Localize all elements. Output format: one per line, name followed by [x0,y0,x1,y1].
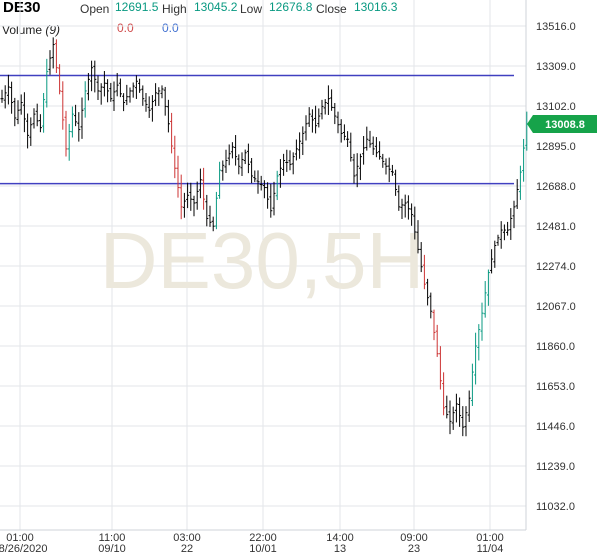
last-price-label: 13008.8 [545,119,585,131]
y-tick-label: 13102.0 [536,101,576,113]
x-tick-date: 08/26/2020 [0,543,48,555]
close-value: 13016.3 [354,0,398,14]
x-tick-time: 01:00 [6,532,34,544]
x-tick-time: 01:00 [476,532,504,544]
y-tick-label: 11446.0 [536,421,575,433]
y-tick-label: 13516.0 [536,21,576,33]
symbol-title: DE30 [3,0,41,16]
last-price-tag [527,115,597,134]
close-label: Close [316,2,347,16]
y-tick-label: 12274.0 [536,261,576,273]
y-tick-label: 11032.0 [536,501,575,513]
x-tick-time: 03:00 [173,532,201,544]
x-tick-date: 10/01 [249,543,277,555]
y-tick-label: 13309.0 [536,61,576,73]
volume-value-1: 0.0 [117,21,134,35]
x-tick-date: 22 [181,543,193,555]
x-tick-time: 22:00 [249,532,277,544]
y-tick-label: 12895.0 [536,141,576,153]
x-tick-date: 09/10 [98,543,126,555]
high-label: High [162,2,187,16]
y-tick-label: 12067.0 [536,301,576,313]
open-value: 12691.5 [115,0,159,14]
volume-value-2: 0.0 [162,21,179,35]
y-tick-label: 11860.0 [536,341,575,353]
x-tick-date: 23 [408,543,420,555]
y-tick-label: 11653.0 [536,381,575,393]
open-label: Open [80,2,110,16]
y-tick-label: 12688.0 [536,181,576,193]
high-value: 13045.2 [194,0,238,14]
y-tick-label: 11239.0 [536,461,575,473]
low-label: Low [240,2,263,16]
low-value: 12676.8 [269,0,313,14]
x-tick-time: 11:00 [99,532,126,544]
x-tick-date: 13 [334,543,346,555]
x-tick-time: 09:00 [400,532,428,544]
x-tick-time: 14:00 [326,532,354,544]
x-tick-date: 11/04 [477,543,504,555]
y-tick-label: 12481.0 [536,221,576,233]
watermark-text: DE30,5H [100,216,425,305]
